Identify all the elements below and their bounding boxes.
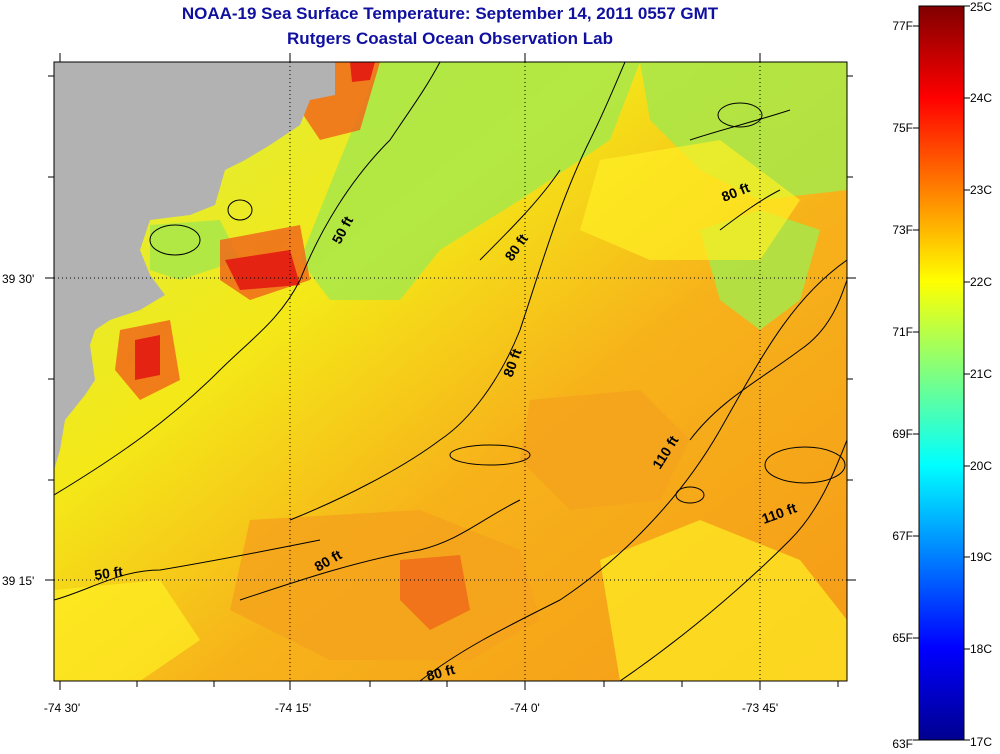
lon-label-1: -74 30' <box>44 701 80 715</box>
graticule <box>54 62 847 681</box>
hottest-patches <box>135 62 375 380</box>
c-label: 22C <box>970 275 992 289</box>
map-subtitle: Rutgers Coastal Ocean Observation Lab <box>287 29 613 48</box>
map-title: NOAA-19 Sea Surface Temperature: Septemb… <box>181 4 719 23</box>
contour-label: 50 ft <box>93 563 124 583</box>
f-label: 69F <box>892 427 913 441</box>
c-label: 20C <box>970 459 992 473</box>
lon-label-2: -74 15' <box>275 701 311 715</box>
f-label: 67F <box>892 529 913 543</box>
map-frame <box>53 61 848 682</box>
f-label: 77F <box>892 19 913 33</box>
land-mass <box>54 62 335 470</box>
c-label: 24C <box>970 91 992 105</box>
depth-contours <box>54 62 847 681</box>
f-label: 73F <box>892 223 913 237</box>
c-label: 21C <box>970 367 992 381</box>
f-label: 65F <box>892 631 913 645</box>
warm-yellow-patches <box>54 140 847 681</box>
lat-label-1: 39 30' <box>2 272 34 286</box>
lat-label-2: 39 15' <box>2 574 34 588</box>
c-label: 19C <box>970 550 992 564</box>
c-label: 18C <box>970 642 992 656</box>
f-label: 63F <box>892 737 913 751</box>
axis-ticks <box>45 53 856 690</box>
f-label: 71F <box>892 325 913 339</box>
warm-orange-patches <box>230 390 690 660</box>
c-label: 23C <box>970 183 992 197</box>
colorbar-gradient <box>918 5 965 741</box>
colorbar-ticks <box>913 5 970 741</box>
contour-label: 80 ft <box>425 661 457 684</box>
lon-label-4: -73 45' <box>742 701 778 715</box>
c-label: 17C <box>970 735 992 749</box>
c-label: 25C <box>970 0 992 14</box>
lon-label-3: -74 0' <box>510 701 540 715</box>
f-label: 75F <box>892 121 913 135</box>
